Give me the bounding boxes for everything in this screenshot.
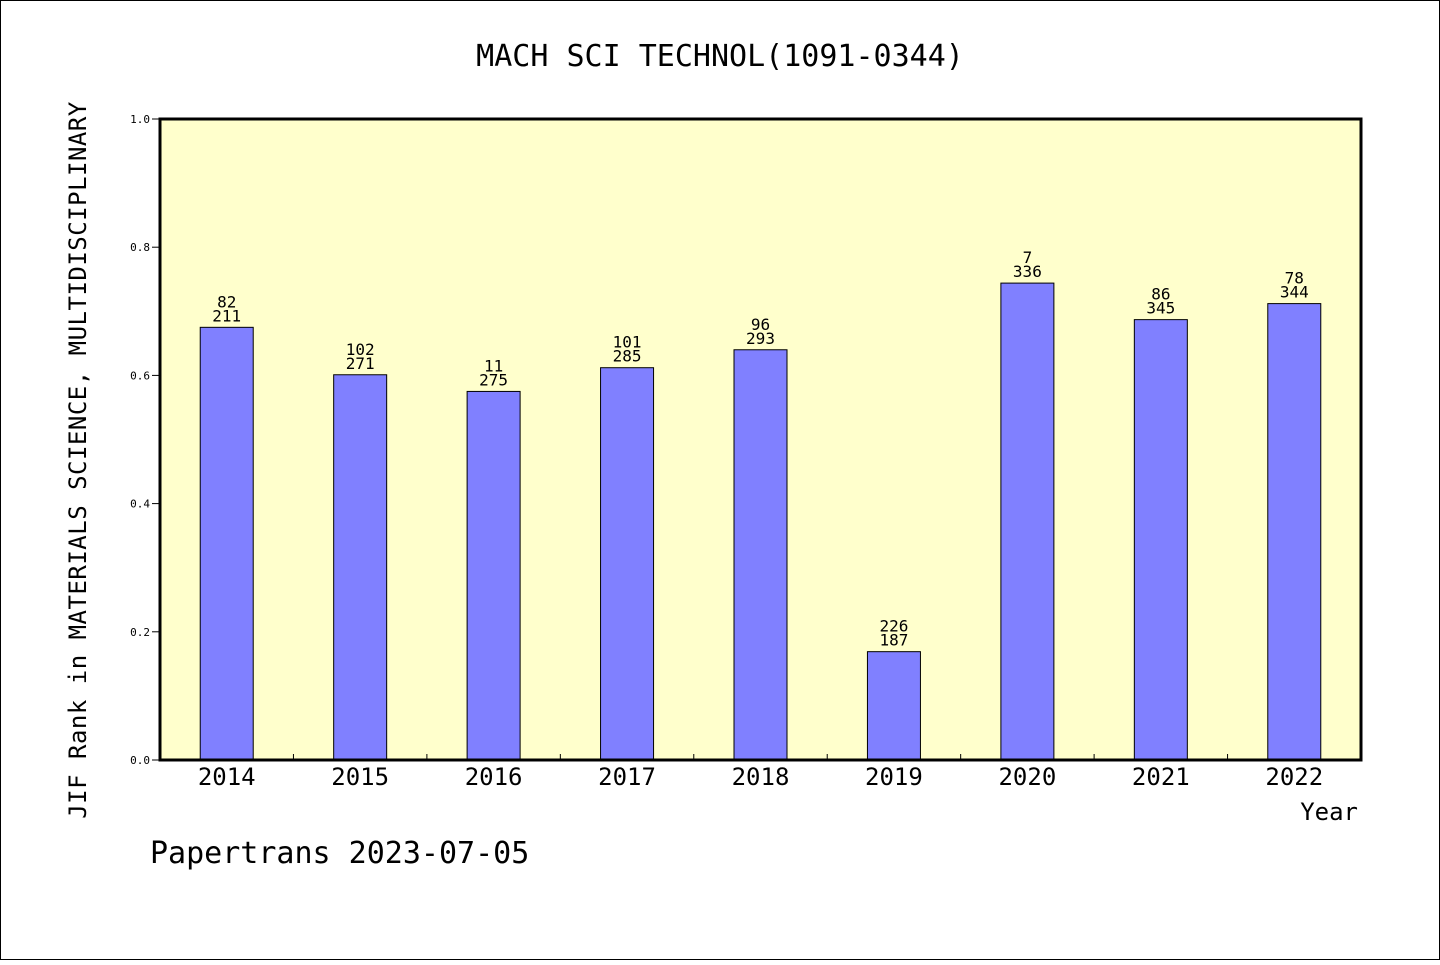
y-tick-label: 0.4 xyxy=(130,498,150,511)
x-tick-label-2014: 2014 xyxy=(198,763,256,791)
bar-2016 xyxy=(466,390,521,761)
bar-rank-label-2021: 86 xyxy=(1151,285,1170,304)
bar-total-label-2017: 285 xyxy=(613,347,642,366)
bar-rank-label-2020: 7 xyxy=(1023,248,1033,267)
x-tick-label-2018: 2018 xyxy=(732,763,790,791)
bar-rank-label-2019: 226 xyxy=(879,617,908,636)
bar-2022 xyxy=(1267,303,1322,761)
y-axis: 0.0 0.2 0.4 0.6 0.8 1.0 xyxy=(130,113,160,767)
bar-total-label-2015: 271 xyxy=(346,354,375,373)
y-tick-label: 1.0 xyxy=(130,113,150,126)
bar-total-label-2014: 211 xyxy=(212,306,241,325)
x-tick-label-2022: 2022 xyxy=(1265,763,1323,791)
bar-rank-label-2016: 11 xyxy=(484,356,503,375)
x-axis-label: Year xyxy=(1300,798,1358,826)
x-tick-label-2015: 2015 xyxy=(331,763,389,791)
x-tick-label-2016: 2016 xyxy=(465,763,523,791)
bar-rank-label-2014: 82 xyxy=(217,292,236,311)
bar-total-label-2021: 345 xyxy=(1146,299,1175,318)
chart-title: MACH SCI TECHNOL(1091-0344) xyxy=(476,39,964,74)
bar-rank-label-2018: 96 xyxy=(751,315,770,334)
bar-rank-label-2022: 78 xyxy=(1285,269,1304,288)
bar-rank-label-2017: 101 xyxy=(613,333,642,352)
bar-2015 xyxy=(333,374,388,761)
bar-2018 xyxy=(733,349,788,761)
bar-total-label-2022: 344 xyxy=(1280,283,1309,302)
x-tick-label-2019: 2019 xyxy=(865,763,923,791)
bar-total-label-2016: 275 xyxy=(479,370,508,389)
x-tick-label-2017: 2017 xyxy=(598,763,656,791)
y-tick-label: 0.2 xyxy=(130,626,150,639)
y-axis-label: JIF Rank in MATERIALS SCIENCE, MULTIDISC… xyxy=(64,101,92,819)
bar-2017 xyxy=(600,367,655,761)
bar-rank-label-2015: 102 xyxy=(346,340,375,359)
bar-2019 xyxy=(866,651,921,761)
bar-2014 xyxy=(199,326,254,761)
y-tick-label: 0.0 xyxy=(130,754,150,767)
x-axis: 2014 2015 2016 2017 2018 2019 2020 2021 2022 xyxy=(198,754,1323,791)
bar-2021 xyxy=(1133,319,1188,761)
x-tick-label-2021: 2021 xyxy=(1132,763,1190,791)
x-tick-label-2020: 2020 xyxy=(998,763,1056,791)
y-tick-label: 0.6 xyxy=(130,369,150,382)
footer-credit: Papertrans 2023-07-05 xyxy=(150,836,529,871)
bar-total-label-2019: 187 xyxy=(879,631,908,650)
plot-frame xyxy=(158,117,1363,762)
bar-total-label-2020: 336 xyxy=(1013,262,1042,281)
bar-total-label-2018: 293 xyxy=(746,329,775,348)
bar-2020 xyxy=(1000,282,1055,761)
y-tick-label: 0.8 xyxy=(130,241,150,254)
